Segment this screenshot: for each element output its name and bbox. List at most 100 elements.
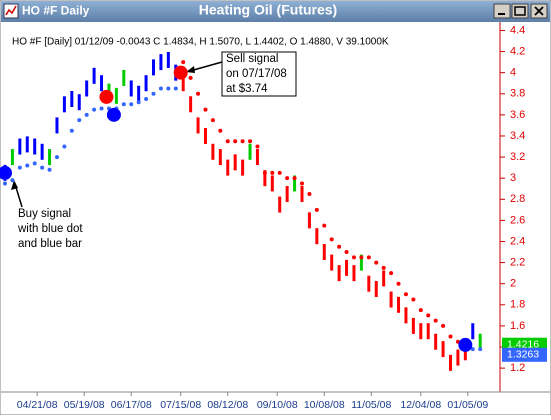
stop-dot [292, 176, 297, 181]
y-tick-label: 2.4 [510, 235, 525, 247]
stop-dot [158, 86, 163, 91]
stop-dot [136, 100, 141, 105]
x-tick-label: 04/21/08 [17, 399, 58, 411]
stop-dot [366, 255, 371, 260]
stop-dot [210, 118, 215, 123]
signal-dot [99, 89, 114, 104]
price-bar [367, 275, 371, 292]
signal-dot [458, 337, 473, 352]
stop-dot [173, 86, 178, 91]
stop-dot [166, 86, 171, 91]
price-bar [345, 259, 349, 276]
price-bar [189, 96, 193, 113]
price-bar [152, 59, 155, 76]
stop-dot [418, 308, 423, 313]
price-bar [122, 69, 126, 86]
annotation-text: Buy signal [18, 208, 71, 220]
stop-dot [255, 144, 260, 149]
price-bar [397, 296, 401, 313]
annotation-text: Sell signal [226, 53, 278, 65]
annotation-text: and blue bar [18, 238, 82, 250]
price-bar [85, 80, 89, 97]
stop-dot [285, 176, 290, 181]
y-tick-label: 3.4 [510, 130, 525, 142]
stop-dot [351, 255, 356, 260]
stop-dot [403, 292, 408, 297]
annotation-text: with blue dot [17, 223, 83, 235]
x-tick-label: 05/19/08 [64, 399, 105, 411]
price-bar [322, 244, 326, 261]
y-tick-label: 4.2 [510, 45, 525, 57]
y-tick-label: 1.6 [510, 320, 525, 332]
price-bar [92, 67, 96, 84]
stop-dot [374, 260, 379, 265]
price-bar [181, 75, 185, 92]
y-tick-label: 1.2 [510, 362, 525, 374]
price-bar [137, 85, 141, 102]
signal-dot [0, 165, 12, 180]
price-bar [55, 117, 59, 134]
price-bar [100, 75, 104, 92]
price-bar [241, 159, 245, 176]
price-bar [48, 149, 52, 166]
stop-dot [32, 161, 37, 166]
price-bar [293, 175, 297, 192]
stop-dot [426, 313, 431, 318]
price-badge [502, 347, 547, 362]
stop-dot [478, 347, 483, 352]
price-bar [471, 323, 475, 340]
stop-dot [77, 118, 82, 123]
close-icon [534, 6, 544, 16]
stop-dot [270, 170, 275, 175]
price-bar [159, 54, 163, 71]
stop-dot [314, 207, 319, 212]
y-tick-label: 2.8 [510, 193, 525, 205]
stop-dot [433, 318, 438, 323]
price-bar [77, 94, 81, 111]
stop-dot [329, 237, 334, 242]
stop-dot [92, 107, 97, 112]
stop-dot [196, 91, 201, 96]
price-bar [218, 149, 222, 166]
price-badge-label: 1.3263 [507, 349, 539, 361]
window-title: HO #F Daily [22, 4, 90, 18]
x-tick-label: 11/05/08 [351, 399, 391, 411]
stop-dot [69, 128, 74, 133]
stop-dot [300, 181, 304, 186]
x-tick-label: 09/10/08 [257, 399, 298, 411]
stop-dot [54, 155, 59, 160]
price-bar [478, 333, 482, 350]
price-bar [307, 212, 311, 229]
minimize-button[interactable] [493, 3, 511, 19]
info-line: HO #F [Daily] 01/12/09 -0.0043 C 1.4834,… [12, 37, 389, 48]
stop-dot [62, 144, 67, 149]
price-bar [40, 143, 44, 160]
price-bar [211, 143, 215, 160]
price-bar [456, 349, 460, 366]
y-tick-label: 3.8 [510, 88, 525, 100]
signal-dot [106, 107, 121, 122]
arrow-head [186, 66, 195, 73]
price-bar [25, 136, 29, 153]
x-tick-label: 12/04/08 [400, 399, 441, 411]
stop-dot [47, 167, 52, 172]
price-bar [441, 341, 445, 358]
price-bar [419, 323, 423, 340]
price-bar [70, 91, 74, 108]
price-bar [374, 280, 378, 297]
price-bar [233, 154, 237, 171]
price-bar [226, 159, 230, 176]
stop-dot [240, 139, 245, 144]
price-bar [196, 117, 200, 134]
stop-dot [225, 139, 230, 144]
stop-dot [396, 281, 401, 286]
stop-dot [248, 139, 253, 144]
price-bar [315, 228, 319, 245]
stop-dot [25, 163, 30, 168]
price-bar [62, 96, 66, 113]
price-bar [426, 323, 430, 340]
title-bar [1, 1, 550, 22]
x-tick-label: 07/15/08 [160, 399, 201, 411]
